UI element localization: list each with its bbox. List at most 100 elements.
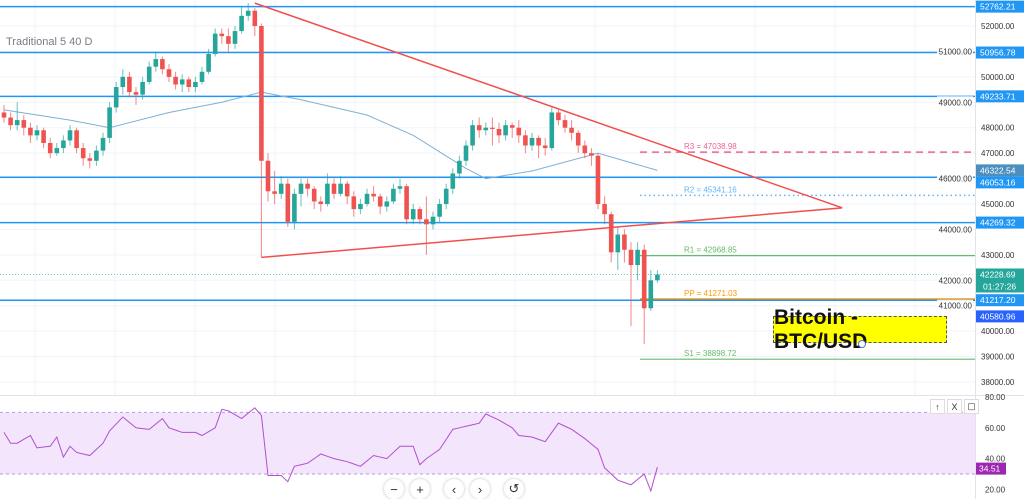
zoom-out-button[interactable]: −: [384, 479, 404, 499]
price-axis-label: 40580.96: [980, 311, 1016, 321]
candle-bearish: [622, 234, 627, 250]
moving-average-line: [3, 91, 658, 180]
candle-bullish: [54, 148, 60, 154]
candle-bearish: [8, 117, 13, 126]
scroll-left-button[interactable]: ‹: [444, 479, 464, 499]
candle-bearish: [589, 153, 594, 156]
maximize-icon[interactable]: ▢: [964, 399, 979, 414]
price-axis-label-bg: [976, 268, 1024, 293]
price-tick-label: 46000.00: [939, 175, 973, 184]
candle-bearish: [133, 92, 139, 95]
candle-bearish: [219, 33, 225, 37]
candle-bullish: [410, 209, 416, 220]
pivot-label: R1 = 42968.85: [684, 246, 737, 255]
price-axis-label-bg: [976, 46, 1024, 59]
price-axis-label-bg: [976, 216, 1024, 229]
rsi-tick-label: 20.00: [985, 485, 1006, 494]
candle-bullish: [120, 76, 126, 88]
price-axis-label-bg: [976, 310, 1024, 323]
rsi-tick-label: 60.00: [985, 424, 1006, 433]
chart-note-label[interactable]: Bitcoin - BTC/USD: [773, 306, 947, 353]
candle-bullish: [193, 81, 198, 88]
candle-bearish: [74, 130, 79, 149]
candle-bearish: [285, 183, 291, 222]
candle-bullish: [364, 193, 370, 205]
pivot-label: R3 = 47038.98: [684, 142, 737, 151]
candle-bullish: [358, 204, 363, 210]
price-tick-label: 49000.00: [939, 98, 973, 107]
price-tick-label: 38000.00: [981, 378, 1015, 387]
candle-bearish: [331, 183, 337, 194]
candle-bullish: [206, 53, 211, 72]
candle-bearish: [265, 160, 271, 192]
price-tick-label: 39000.00: [981, 353, 1015, 362]
rsi-band: [0, 412, 975, 474]
candle-bullish: [430, 216, 436, 225]
pivot-label: PP = 41271.03: [684, 289, 738, 298]
candle-bearish: [173, 76, 178, 85]
candle-bearish: [186, 79, 192, 88]
candle-bullish: [278, 183, 284, 194]
candle-bullish: [232, 31, 238, 44]
price-axis-label: 50956.78: [980, 48, 1016, 58]
price-axis-label: 44269.32: [980, 218, 1016, 228]
candle-bearish: [252, 10, 258, 26]
price-tick-label: 40000.00: [981, 327, 1015, 336]
candle-bearish: [602, 204, 607, 215]
candle-bullish: [384, 201, 390, 207]
candle-bullish: [338, 183, 343, 194]
price-axis-label: 46053.16: [980, 177, 1016, 187]
zoom-in-button[interactable]: +: [410, 479, 430, 499]
candle-bearish: [608, 214, 614, 253]
pivot-label: R2 = 45341.16: [684, 185, 737, 194]
candle-bearish: [272, 191, 277, 194]
candle-bearish: [476, 125, 482, 131]
price-tick-label-bg: [937, 299, 973, 311]
candle-bearish: [542, 145, 548, 149]
chart-navigation: − + ‹ › ↺: [384, 479, 524, 499]
candle-bullish: [100, 137, 106, 151]
note-anchor-handle[interactable]: [858, 340, 866, 348]
candle-bearish: [166, 69, 172, 77]
candle-bearish: [516, 127, 522, 136]
candle-bullish: [245, 10, 251, 16]
triangle-trendline: [261, 207, 843, 259]
candle-bullish: [325, 183, 330, 205]
candle-bearish: [417, 209, 423, 220]
candle-bearish: [41, 130, 46, 143]
price-tick-label: 43000.00: [981, 251, 1015, 260]
candle-bullish: [463, 145, 469, 161]
candle-bullish: [397, 186, 403, 189]
candle-bullish: [635, 249, 640, 266]
candle-bearish: [424, 219, 429, 225]
candle-bearish: [226, 36, 231, 44]
candle-bullish: [648, 280, 654, 309]
countdown-label: 01:27:26: [983, 281, 1016, 291]
price-tick-label-bg: [937, 45, 973, 57]
move-up-icon[interactable]: ↑: [930, 399, 945, 414]
candle-bullish: [67, 130, 73, 141]
candle-bearish: [87, 158, 93, 161]
scroll-right-button[interactable]: ›: [470, 479, 490, 499]
price-axis-label-bg: [976, 164, 1024, 177]
candle-bearish: [490, 127, 495, 129]
price-tick-label: 41000.00: [939, 302, 973, 311]
price-axis-label: 49233.71: [980, 91, 1016, 101]
rsi-tick-label: 80.00: [985, 393, 1006, 402]
candle-bearish: [582, 145, 588, 154]
candle-bearish: [127, 76, 132, 93]
price-tick-label: 47000.00: [981, 149, 1015, 158]
candle-bearish: [404, 186, 409, 220]
price-axis-label: 42228.69: [980, 269, 1016, 279]
rsi-axis-label-bg: [976, 462, 1006, 475]
price-axis-label: 41217.20: [980, 295, 1016, 305]
close-icon[interactable]: X: [947, 399, 962, 414]
candle-bearish: [575, 132, 581, 146]
price-tick-label: 51000.00: [939, 47, 973, 56]
candle-bullish: [483, 127, 489, 131]
candle-bearish: [28, 127, 33, 136]
candle-bearish: [160, 59, 165, 70]
candle-bullish: [529, 137, 535, 146]
reset-chart-button[interactable]: ↺: [504, 479, 524, 499]
